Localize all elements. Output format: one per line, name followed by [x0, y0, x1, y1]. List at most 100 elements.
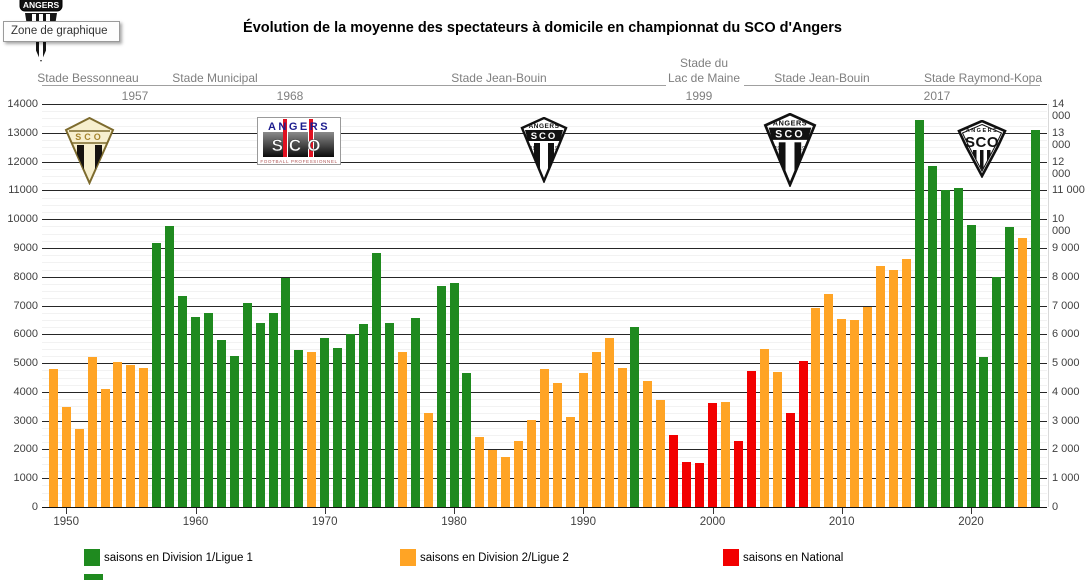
bar-season-2018[interactable] — [940, 189, 950, 507]
y-axis-label-right: 9 000 — [1052, 241, 1080, 254]
bar-season-2016[interactable] — [914, 119, 924, 507]
bar-season-1994[interactable] — [630, 327, 640, 507]
bar-season-1965[interactable] — [255, 322, 265, 507]
bar-season-2020[interactable] — [966, 225, 976, 507]
bar-season-2022[interactable] — [992, 277, 1002, 507]
bar-season-1959[interactable] — [178, 296, 188, 507]
bar-season-1961[interactable] — [203, 313, 213, 507]
bar-season-2008[interactable] — [811, 307, 821, 507]
y-axis-label-left: 4000 — [13, 385, 38, 398]
bar-season-2006[interactable] — [785, 413, 795, 507]
bar-season-1982[interactable] — [475, 436, 485, 507]
bar-season-1955[interactable] — [126, 364, 136, 507]
sco-logo-2017-era[interactable]: ANGERS SCO — [956, 120, 1008, 178]
bar-season-1968[interactable] — [294, 349, 304, 507]
bar-season-2011[interactable] — [850, 320, 860, 507]
bar-season-2010[interactable] — [837, 318, 847, 507]
bar-season-1985[interactable] — [514, 440, 524, 507]
bar-season-1970[interactable] — [320, 338, 330, 507]
bar-season-2017[interactable] — [927, 165, 937, 507]
bar-season-1992[interactable] — [604, 338, 614, 507]
x-axis-tick — [454, 508, 455, 514]
bar-season-1972[interactable] — [346, 334, 356, 507]
bar-season-1976[interactable] — [397, 351, 407, 507]
sco-logo-1957-era[interactable]: SCO — [63, 117, 116, 185]
bar-season-1995[interactable] — [643, 380, 653, 507]
bar-season-2013[interactable] — [876, 265, 885, 507]
bar-season-2009[interactable] — [824, 294, 834, 507]
bar-season-1980[interactable] — [449, 283, 459, 507]
bar-season-2023[interactable] — [1005, 226, 1015, 507]
bar-season-2001[interactable] — [720, 402, 730, 507]
bar-season-1983[interactable] — [488, 449, 498, 507]
bar-season-1978[interactable] — [423, 412, 433, 507]
bar-season-2019[interactable] — [953, 187, 963, 507]
logo3-founded-left: 19 — [530, 146, 536, 152]
bar-season-2025[interactable] — [1031, 129, 1041, 507]
bar-season-1979[interactable] — [436, 286, 446, 507]
y-axis-label-left: 7000 — [13, 299, 38, 312]
bar-season-1967[interactable] — [281, 277, 291, 507]
sco-logo-2006-era[interactable]: ANGERS SCO 19 19 — [762, 113, 818, 187]
stadium-label-jean-bouin-2: Stade Jean-Bouin — [771, 71, 873, 85]
sco-logo-1968-era[interactable]: ANGERS SCO FOOTBALL PROFESSIONNEL — [257, 117, 341, 165]
bar-season-1988[interactable] — [552, 383, 562, 507]
bar-season-2015[interactable] — [901, 259, 911, 507]
logo2-sco-text: SCO — [272, 136, 327, 155]
bar-season-1975[interactable] — [384, 322, 394, 507]
bar-season-1956[interactable] — [139, 367, 149, 507]
bar-season-1987[interactable] — [540, 369, 549, 507]
minor-gridline — [42, 298, 1047, 300]
bar-season-2014[interactable] — [888, 270, 898, 507]
bar-season-1966[interactable] — [268, 313, 278, 507]
sco-logo-1999-era[interactable]: ANGERS SCO 19 19 — [519, 117, 569, 183]
bar-season-2024[interactable] — [1018, 237, 1028, 507]
bar-season-1963[interactable] — [229, 355, 239, 507]
bar-season-1949[interactable] — [48, 368, 58, 507]
bar-season-1951[interactable] — [74, 429, 84, 507]
bar-season-1952[interactable] — [87, 356, 97, 507]
bar-season-1989[interactable] — [565, 417, 575, 507]
x-axis-tick — [841, 508, 843, 514]
bar-season-2012[interactable] — [863, 306, 873, 507]
minor-gridline — [42, 233, 1047, 235]
bar-season-2000[interactable] — [708, 403, 717, 507]
bar-season-1954[interactable] — [113, 362, 123, 507]
bar-season-1973[interactable] — [359, 324, 368, 507]
bar-season-2005[interactable] — [772, 372, 782, 507]
bar-season-2004[interactable] — [759, 349, 769, 507]
corner-logo-angers-text: ANGERS — [23, 0, 60, 10]
bar-season-1969[interactable] — [307, 351, 317, 507]
bar-season-2002[interactable] — [733, 441, 743, 507]
bar-season-1957[interactable] — [152, 242, 162, 507]
bar-season-1999[interactable] — [695, 463, 704, 507]
minor-gridline — [42, 348, 1047, 350]
bar-season-1953[interactable] — [100, 389, 110, 507]
bar-season-1977[interactable] — [410, 317, 420, 507]
bar-season-1993[interactable] — [617, 368, 627, 507]
bar-season-1984[interactable] — [501, 457, 511, 507]
bar-season-2021[interactable] — [979, 356, 989, 507]
bar-season-1960[interactable] — [191, 317, 200, 507]
bar-season-1950[interactable] — [61, 407, 71, 507]
legend-item-division2[interactable]: saisons en Division 2/Ligue 2 — [400, 549, 569, 566]
logo5-angers-text: ANGERS — [966, 128, 999, 134]
bar-season-1971[interactable] — [333, 347, 343, 507]
bar-season-1981[interactable] — [462, 372, 472, 507]
bar-season-1991[interactable] — [591, 352, 601, 507]
bar-season-1962[interactable] — [216, 340, 226, 507]
bar-season-1974[interactable] — [371, 253, 381, 507]
bar-season-1958[interactable] — [165, 226, 175, 507]
bar-season-1986[interactable] — [527, 420, 536, 507]
legend-item-national[interactable]: saisons en National — [723, 549, 843, 566]
bar-season-1998[interactable] — [682, 461, 692, 507]
bar-season-1996[interactable] — [656, 399, 666, 507]
bar-season-2007[interactable] — [798, 361, 808, 507]
bar-season-2003[interactable] — [746, 371, 756, 507]
bar-season-1964[interactable] — [242, 302, 252, 507]
minor-gridline — [42, 240, 1047, 242]
legend-item-division1[interactable]: saisons en Division 1/Ligue 1 — [84, 549, 253, 566]
bar-season-1990[interactable] — [578, 373, 588, 507]
bar-season-1997[interactable] — [669, 434, 679, 507]
